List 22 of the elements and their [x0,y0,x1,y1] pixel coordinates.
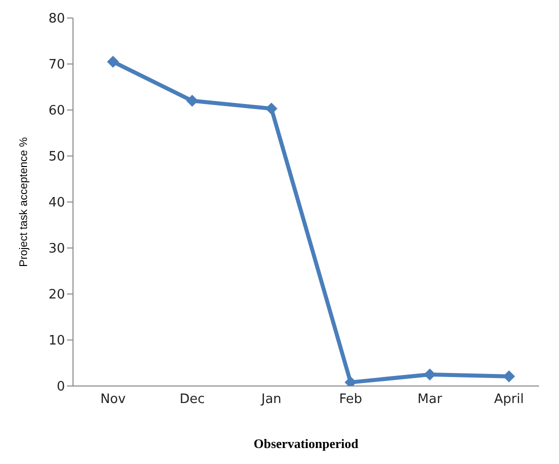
point [186,94,198,107]
y-tick-label: 70 [48,58,65,73]
y-tick-label: 80 [48,12,65,27]
x-axis-title: Observationperiod [254,436,360,451]
y-tick-label: 50 [48,150,65,165]
x-tick-label: Feb [339,392,362,408]
y-tick-label: 40 [48,196,65,211]
point [424,368,436,380]
point [265,102,278,115]
point [503,370,515,382]
point [107,56,119,68]
y-tick-label: 60 [48,104,65,119]
x-tick-label: Mar [418,392,443,408]
x-tick-label: Jan [260,392,282,408]
y-tick-label: 0 [56,380,65,395]
y-tick-label: 20 [48,288,65,303]
x-tick-label: April [494,392,524,408]
x-tick-label: Nov [100,392,126,408]
y-tick-label: 10 [48,334,65,349]
y-tick-label: 30 [48,242,65,257]
x-tick-label: Dec [180,392,205,408]
y-axis-title: Project task acceptence % [18,136,30,267]
